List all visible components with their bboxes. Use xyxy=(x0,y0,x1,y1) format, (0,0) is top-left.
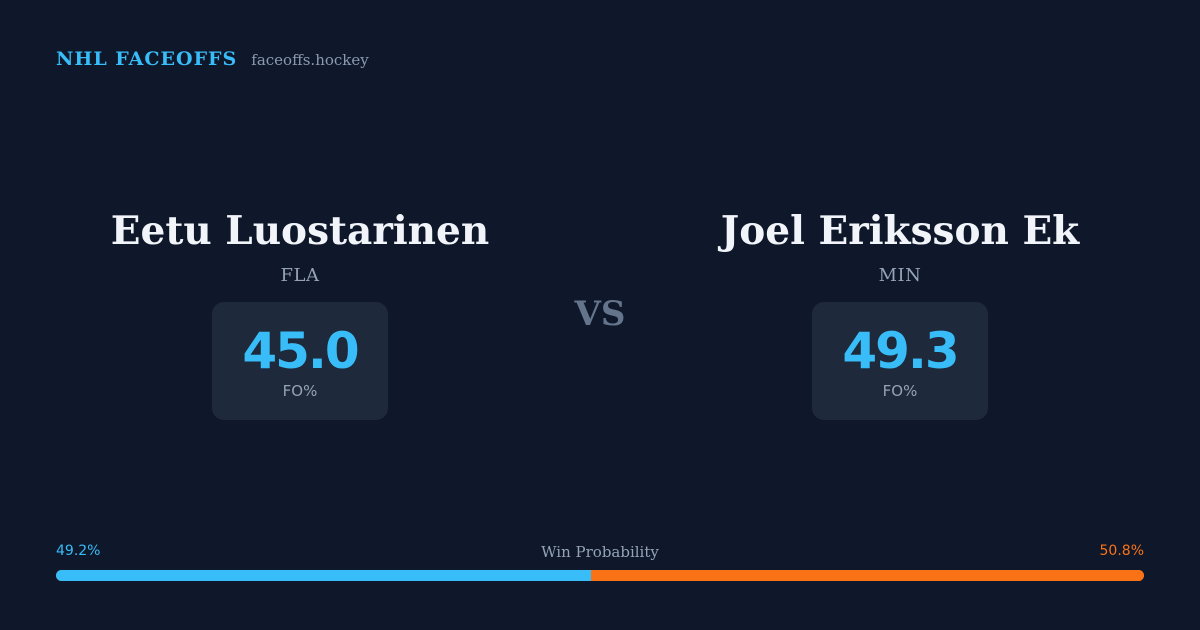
stat-value-left: 45.0 xyxy=(242,322,359,380)
player-team-right: MIN xyxy=(878,265,922,286)
stat-label-left: FO% xyxy=(282,382,318,400)
win-probability-left: 49.2% xyxy=(56,543,101,559)
stat-value-right: 49.3 xyxy=(842,322,959,380)
versus-label: VS xyxy=(574,294,626,334)
win-probability-bar-left xyxy=(56,570,592,581)
stat-box-right: 49.3 FO% xyxy=(812,302,988,420)
brand-name: NHL FACEOFFS xyxy=(56,48,238,70)
player-team-left: FLA xyxy=(280,265,320,286)
win-probability-title: Win Probability xyxy=(541,543,659,561)
win-probability-labels: 49.2% Win Probability 50.8% xyxy=(56,543,1144,563)
player-name-left: Eetu Luostarinen xyxy=(110,208,490,254)
win-probability-bar-right xyxy=(591,570,1144,581)
stat-label-right: FO% xyxy=(882,382,918,400)
win-probability-right: 50.8% xyxy=(1099,543,1144,559)
player-name-right: Joel Eriksson Ek xyxy=(720,208,1080,254)
brand-domain: faceoffs.hockey xyxy=(251,51,369,69)
brand-header: NHL FACEOFFS faceoffs.hockey xyxy=(56,48,369,70)
player-card-right: Joel Eriksson Ek MIN 49.3 FO% xyxy=(650,205,1150,420)
win-probability-bar xyxy=(56,570,1144,581)
player-card-left: Eetu Luostarinen FLA 45.0 FO% xyxy=(50,205,550,420)
stat-box-left: 45.0 FO% xyxy=(212,302,388,420)
